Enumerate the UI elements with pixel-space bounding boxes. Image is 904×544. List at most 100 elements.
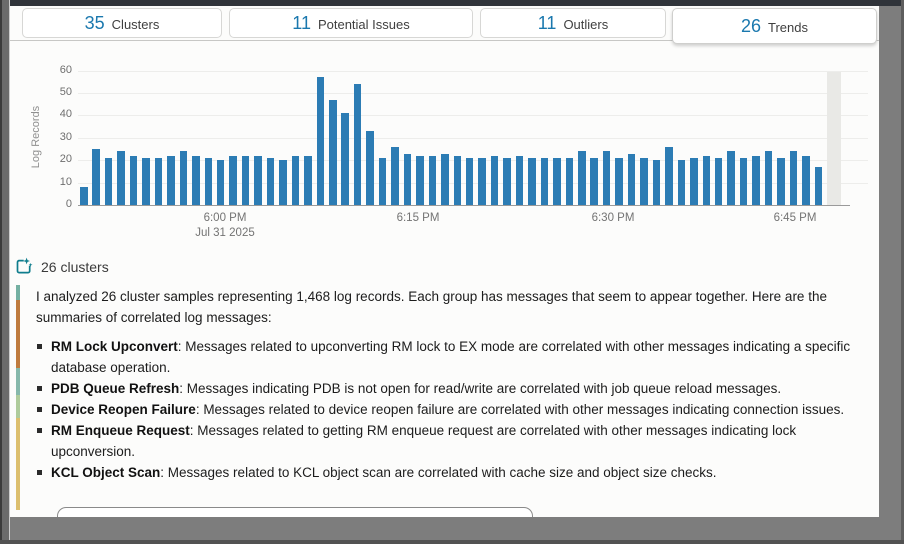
bar: [789, 151, 798, 205]
summary-bullet: KCL Object Scan: Messages related to KCL…: [36, 462, 862, 483]
strip-segment: [16, 418, 20, 510]
ai-summary-icon: [14, 257, 33, 276]
tab-divider: [10, 40, 879, 41]
bar: [167, 155, 175, 205]
bar: [129, 155, 138, 205]
gridline: [78, 93, 868, 94]
bar: [677, 160, 686, 205]
bar: [602, 151, 611, 205]
x-axis-line: [78, 205, 850, 206]
bar: [254, 155, 262, 205]
tab-outliers-count: 11: [537, 12, 557, 33]
content-panel: 35 Clusters 11 Potential Issues 11 Outli…: [10, 6, 879, 517]
chart-range-band[interactable]: [827, 72, 841, 205]
bar: [640, 158, 648, 205]
x-tick-label: 6:45 PM: [773, 212, 817, 224]
window-left-border: [0, 0, 2, 544]
bar: [702, 155, 710, 205]
bar: [304, 155, 312, 205]
y-tick-label: 30: [59, 130, 72, 143]
bar: [590, 158, 598, 205]
cluster-summary: I analyzed 26 cluster samples representi…: [36, 286, 862, 483]
window-bottom-edge: [0, 540, 904, 544]
bar: [353, 84, 362, 205]
bullet-desc: : Messages related to upconverting RM lo…: [51, 339, 851, 375]
summary-bullet: RM Lock Upconvert: Messages related to u…: [36, 336, 862, 378]
tab-trends-label: Trends: [768, 19, 808, 35]
bar-chart-plot[interactable]: [78, 62, 850, 205]
window-top-edge: [0, 0, 904, 6]
bar: [727, 151, 735, 205]
bar: [739, 158, 748, 205]
bar: [802, 155, 810, 205]
bar: [291, 155, 300, 205]
bar: [391, 146, 399, 205]
bullet-desc: : Messages related to KCL object scan ar…: [160, 465, 717, 480]
y-tick-label: 50: [59, 86, 72, 98]
bullet-desc: : Messages related to getting RM enqueue…: [51, 423, 797, 459]
bar: [192, 155, 200, 205]
y-tick-label: 60: [59, 63, 72, 76]
bar: [92, 149, 100, 205]
bar: [652, 160, 661, 205]
bar: [117, 151, 125, 205]
bullet-term: KCL Object Scan: [51, 465, 161, 480]
tab-potential-issues[interactable]: 11 Potential Issues: [229, 8, 473, 38]
x-tick-label: 6:15 PM: [396, 212, 440, 224]
bar: [578, 151, 586, 205]
summary-intro: I analyzed 26 cluster samples representi…: [36, 289, 827, 325]
bar: [229, 155, 237, 205]
ask-input[interactable]: [57, 507, 533, 517]
bar: [104, 158, 113, 205]
bar: [503, 158, 511, 205]
summary-bullet: PDB Queue Refresh: Messages indicating P…: [36, 378, 862, 399]
bullet-term: RM Lock Upconvert: [51, 339, 178, 354]
tab-potential-issues-label: Potential Issues: [317, 16, 410, 32]
tab-clusters[interactable]: 35 Clusters: [22, 8, 222, 38]
bar: [416, 155, 424, 205]
bar: [316, 77, 325, 205]
bar: [279, 160, 287, 205]
gridline: [78, 137, 868, 139]
summary-bullet: Device Reopen Failure: Messages related …: [36, 399, 862, 420]
bar: [690, 158, 698, 205]
window-left-edge: [0, 0, 10, 544]
cluster-color-strip: [16, 285, 20, 510]
tab-potential-issues-count: 11: [292, 12, 311, 33]
bar: [553, 158, 561, 205]
tab-clusters-count: 35: [84, 12, 105, 33]
clusters-header: 26 clusters: [14, 257, 109, 276]
tab-trends-count: 26: [740, 15, 762, 36]
bullet-desc: : Messages related to device reopen fail…: [195, 402, 845, 417]
bar: [515, 155, 524, 205]
bar: [80, 187, 88, 205]
bar: [764, 151, 773, 205]
window-right-edge: [901, 0, 904, 544]
x-tick-sublabel: Jul 31 2025: [195, 227, 255, 239]
bar: [665, 146, 673, 205]
bullet-term: RM Enqueue Request: [51, 423, 190, 438]
tab-outliers[interactable]: 11 Outliers: [480, 8, 666, 38]
strip-segment: [16, 368, 20, 395]
y-tick-label: 10: [59, 175, 72, 188]
bar: [329, 99, 337, 205]
tab-outliers-label: Outliers: [563, 16, 609, 32]
bar: [540, 158, 549, 205]
x-tick-label: 6:00 PM Jul 31 2025: [165, 211, 285, 241]
bullet-desc: : Messages indicating PDB is not open fo…: [179, 381, 782, 396]
strip-segment: [16, 300, 20, 368]
bar: [204, 158, 212, 205]
bar: [341, 113, 349, 205]
bar: [179, 151, 188, 205]
y-tick-label: 40: [59, 108, 72, 121]
bullet-term: Device Reopen Failure: [51, 402, 196, 417]
bar: [528, 158, 536, 205]
bar: [403, 153, 412, 205]
tab-trends[interactable]: 26 Trends: [672, 8, 877, 44]
bar: [241, 155, 250, 205]
bar: [216, 160, 225, 205]
tab-clusters-label: Clusters: [111, 16, 160, 32]
bar: [565, 158, 574, 205]
strip-segment: [16, 395, 20, 418]
gridline: [78, 115, 868, 117]
